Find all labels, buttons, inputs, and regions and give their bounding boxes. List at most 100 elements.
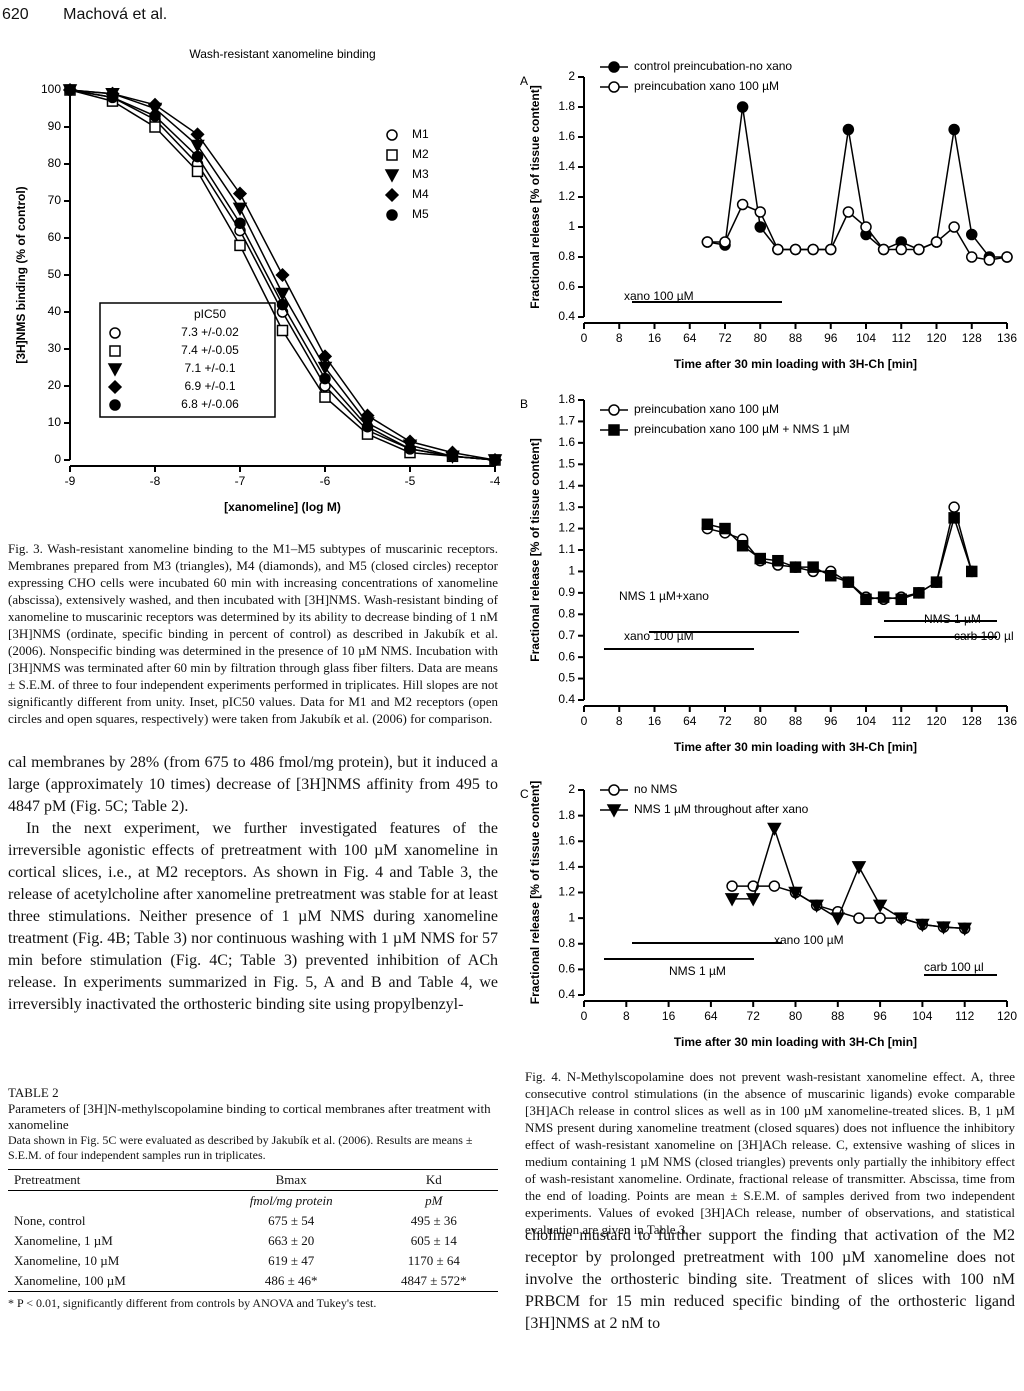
y-tick-label: 0.6 [558,649,575,663]
data-point [64,84,76,96]
y-tick-label: 60 [48,230,62,244]
data-point [191,150,204,163]
x-tick-label: 136 [997,714,1017,728]
y-tick-label: 0.7 [558,628,575,642]
y-tick-label: 90 [48,119,62,133]
unit: fmol/mg protein [249,1193,333,1208]
y-axis-label: Fractional release [% of tissue content] [528,781,542,1004]
legend-label: preincubation xano 100 µM + NMS 1 µM [634,422,850,436]
x-tick-label: 64 [683,331,697,345]
cell: 605 ± 14 [410,1233,457,1248]
y-tick-label: 0.5 [558,671,575,685]
x-tick-label: 104 [856,714,876,728]
table: Pretreatment Bmax Kd fmol/mg protein pM Non… [8,1169,498,1292]
y-tick-label: 20 [48,378,62,392]
inset-value: 6.8 +/-0.06 [181,397,239,411]
x-tick-label: 112 [892,714,911,728]
cell: Xanomeline, 10 µM [14,1253,120,1268]
data-point [966,228,978,241]
data-point [948,512,960,524]
y-tick-label: 1 [568,910,575,924]
series-line [707,106,1007,258]
y-tick-label: 40 [48,304,62,318]
cell: 619 ± 47 [268,1253,315,1268]
data-point [106,91,119,104]
data-point [489,454,501,466]
data-point [736,539,749,552]
y-tick-label: 10 [48,415,62,429]
y-tick-label: 1.7 [558,414,575,428]
data-point [825,569,837,582]
annotation: xano 100 µM [774,933,844,947]
x-tick-label: -7 [235,474,246,488]
inset-value: 7.4 +/-0.05 [181,343,239,357]
data-point [361,420,374,433]
legend-marker [608,784,620,796]
cell: 4847 ± 572* [401,1273,467,1288]
x-tick-label: 8 [623,1009,630,1023]
data-point [754,206,766,218]
legend-label: NMS 1 µM throughout after xano [634,802,809,816]
x-tick-label: 0 [581,1009,588,1023]
data-point [191,165,204,178]
y-tick-label: 1 [568,564,575,578]
legend-label: M5 [412,207,429,221]
data-point [930,576,943,588]
inset-header: pIC50 [194,307,226,321]
y-tick-label: 30 [48,341,62,355]
data-point [701,518,714,531]
data-point [276,324,289,337]
x-tick-label: 88 [789,714,803,728]
figure-4c: 0.4 0.6 0.8 1 1.2 1.4 1.6 1.8 2 0 8 16 64 72 80 88 96 104… [520,781,1017,1049]
right-body: choline mustard to further support the f… [525,1227,1015,1332]
data-point [772,243,784,256]
data-point [788,886,803,901]
y-tick-label: 0.6 [558,962,575,976]
data-point [772,554,784,567]
data-point [948,221,960,233]
x-tick-label: 80 [754,331,768,345]
legend-label: M1 [412,127,429,141]
x-tick-label: 112 [955,1009,974,1023]
data-point [745,893,761,907]
y-tick-label: 50 [48,267,62,281]
x-tick-label: 104 [912,1009,932,1023]
data-point [842,123,855,136]
data-point [895,593,907,606]
x-tick-label: 88 [789,331,803,345]
x-tick-label: -6 [320,474,331,488]
data-point [877,243,890,256]
y-tick-label: 1.4 [558,859,575,873]
x-tick-label: 120 [926,714,946,728]
inset-marker [107,379,123,395]
page-number: 620 [2,6,29,23]
data-point [736,101,749,113]
data-point [319,372,331,385]
data-point [234,217,246,229]
data-point [276,298,289,311]
table-note: Data shown in Fig. 5C were evaluated as … [8,1133,473,1162]
page-header: 620 Machová et al. [2,6,167,24]
table-row: Xanomeline, 10 µM 619 ± 47 1170 ± 64 [8,1251,498,1271]
annotation: NMS 1 µM [669,964,726,978]
x-tick-label: 0 [581,714,588,728]
data-point [768,880,781,892]
data-point [842,206,855,218]
table-row: Xanomeline, 1 µM 663 ± 20 605 ± 14 [8,1231,498,1251]
x-tick-label: 128 [962,331,982,345]
data-point [149,110,161,122]
x-tick-label: 64 [683,714,697,728]
legend-marker [384,169,400,183]
x-tick-label: 80 [789,1009,803,1023]
data-point [809,899,824,913]
data-point [966,565,978,578]
figure-4b: 0.4 0.5 0.6 0.7 0.8 0.9 1 1.1 1.2 1.3 1.4 1.5 1.6 1.7… [520,392,1017,754]
data-point [275,287,290,302]
data-point [830,912,846,926]
data-point [736,198,749,211]
legend-label: preincubation xano 100 µM [634,402,779,416]
panel-label: C [520,787,529,801]
y-tick-label: 1.5 [558,456,575,470]
inset-marker [109,345,121,357]
y-tick-label: 2 [568,69,575,83]
